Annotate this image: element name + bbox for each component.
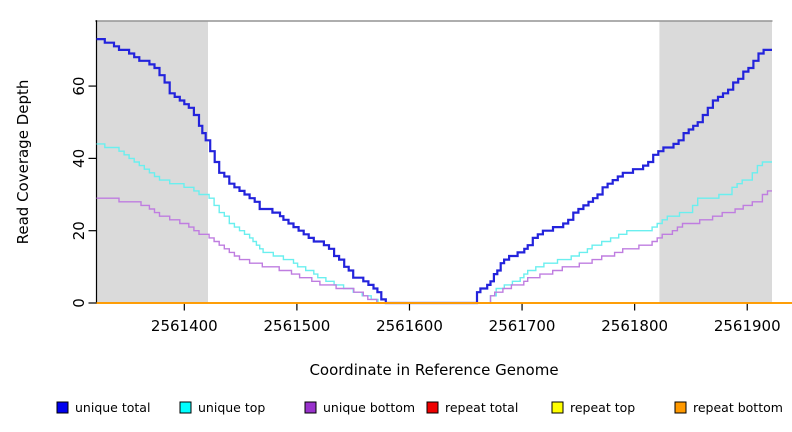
legend-label-repeat-total: repeat total bbox=[445, 400, 518, 415]
y-axis-tick-label: 0 bbox=[70, 298, 88, 308]
y-axis-tick-label: 60 bbox=[70, 77, 88, 96]
x-axis-tick-label: 2561600 bbox=[376, 317, 443, 335]
y-axis-title: Read Coverage Depth bbox=[14, 80, 32, 245]
legend-label-unique-total: unique total bbox=[75, 400, 150, 415]
chart-axes-layer: 0 20 40 60 2561400 2561500 2561600 2561700 25618… bbox=[70, 20, 781, 335]
legend-swatch-repeat-bottom bbox=[674, 401, 687, 414]
legend-swatch-repeat-top bbox=[551, 401, 564, 414]
x-axis-title: Coordinate in Reference Genome bbox=[309, 361, 558, 379]
legend-swatch-unique-top bbox=[179, 401, 192, 414]
y-axis-tick-label: 20 bbox=[70, 221, 88, 240]
chart-background-layer bbox=[96, 21, 772, 303]
x-axis-tick-label: 2561800 bbox=[601, 317, 668, 335]
legend-label-repeat-top: repeat top bbox=[570, 400, 635, 415]
legend-label-repeat-bottom: repeat bottom bbox=[693, 400, 783, 415]
legend-swatch-unique-bottom bbox=[304, 401, 317, 414]
y-axis-tick-label: 40 bbox=[70, 149, 88, 168]
chart-legend: unique total unique top unique bottom repea… bbox=[56, 400, 783, 415]
x-axis-tick-label: 2561900 bbox=[714, 317, 781, 335]
chart-series-layer bbox=[96, 38, 792, 305]
legend-label-unique-bottom: unique bottom bbox=[323, 400, 415, 415]
x-axis-tick-label: 2561400 bbox=[151, 317, 218, 335]
x-axis-tick-label: 2561700 bbox=[489, 317, 556, 335]
repeat-region-left bbox=[96, 21, 208, 303]
legend-swatch-unique-total bbox=[56, 401, 69, 414]
repeat-region-right bbox=[659, 21, 772, 303]
legend-swatch-repeat-total bbox=[426, 401, 439, 414]
x-axis-tick-label: 2561500 bbox=[263, 317, 330, 335]
legend-label-unique-top: unique top bbox=[198, 400, 265, 415]
